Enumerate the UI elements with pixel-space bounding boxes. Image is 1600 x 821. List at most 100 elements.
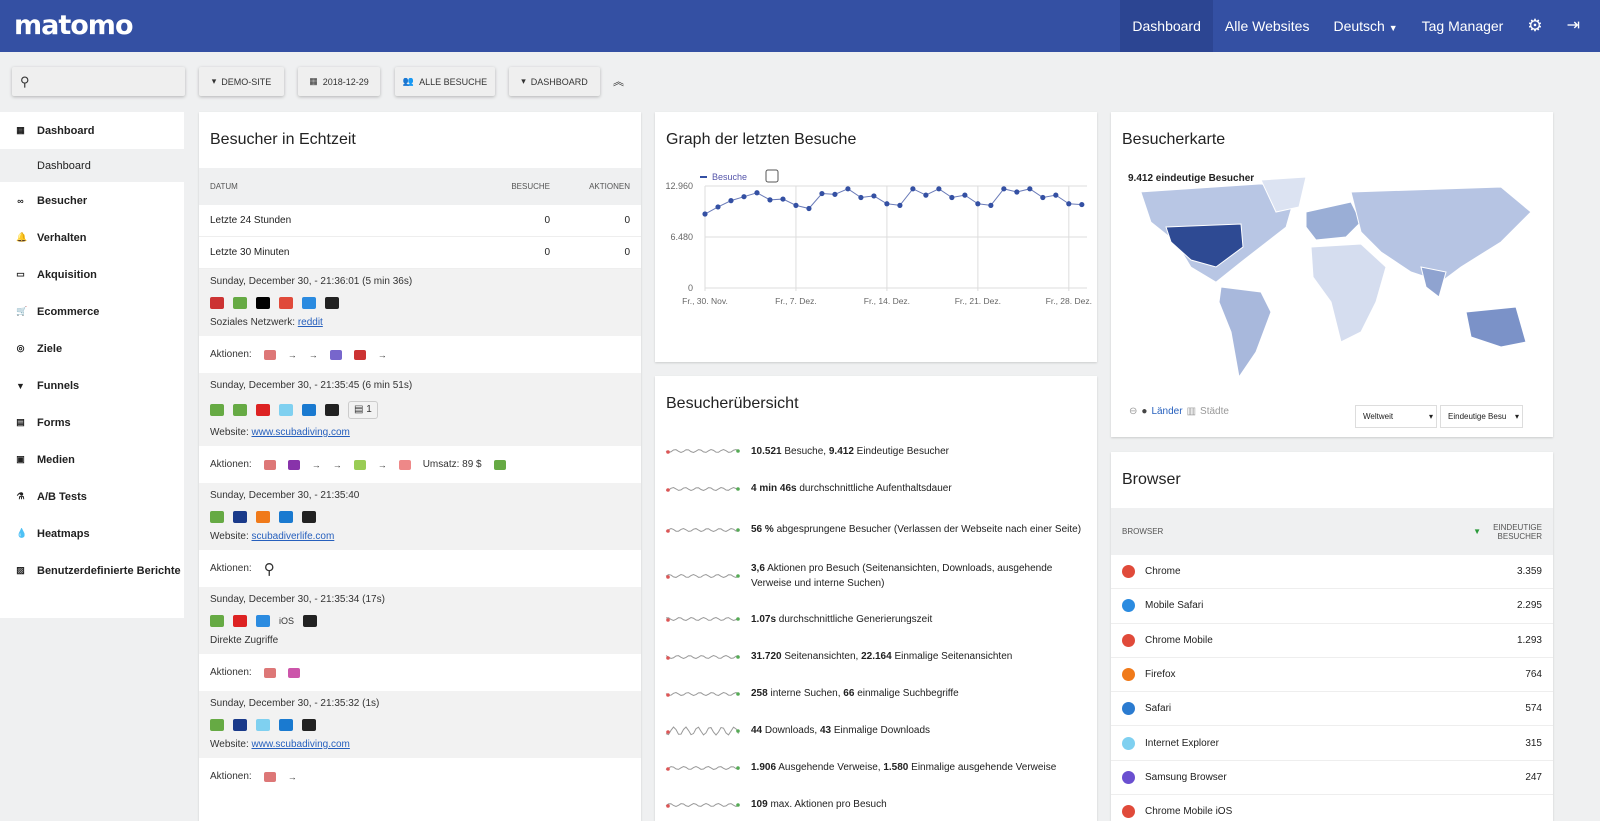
data-point[interactable] (728, 198, 734, 204)
action-icon[interactable] (353, 459, 366, 470)
data-point[interactable] (1027, 186, 1033, 192)
referrer-link[interactable]: reddit (297, 317, 323, 328)
logout-icon[interactable]: ⇥ (1566, 17, 1580, 34)
search-input[interactable]: ⚲ (12, 67, 185, 96)
action-icon[interactable] (398, 459, 411, 470)
browser-row[interactable]: Chrome Mobile iOS (1111, 795, 1553, 821)
sparkline[interactable] (665, 568, 741, 584)
visit-item[interactable]: Sunday, December 30, - 21:36:01 (5 min 3… (199, 269, 641, 336)
cities-toggle[interactable]: Städte (1200, 406, 1229, 417)
data-point[interactable] (871, 193, 877, 199)
sparkline[interactable] (665, 797, 741, 813)
sidebar-item-heatmaps[interactable]: 💧 Heatmaps (0, 515, 184, 552)
date-selector[interactable]: ▦ 2018-12-29 (298, 67, 380, 96)
sidebar-item-dashboard[interactable]: ▦ Dashboard (0, 112, 184, 149)
gear-icon[interactable]: ⚙ (1527, 16, 1543, 35)
data-point[interactable] (819, 190, 825, 197)
data-point[interactable] (767, 197, 773, 203)
data-point[interactable] (1040, 194, 1046, 201)
browser-row[interactable]: Firefox 764 (1111, 658, 1553, 693)
data-point[interactable] (832, 191, 838, 197)
nav-all-websites[interactable]: Alle Websites (1224, 18, 1310, 34)
data-point[interactable] (923, 192, 929, 198)
sparkline[interactable] (665, 443, 741, 459)
metric-select[interactable]: Eindeutige Besu ▾ (1440, 405, 1523, 428)
sparkline[interactable] (665, 481, 741, 497)
action-icon[interactable] (263, 349, 276, 360)
sidebar-item-dashboard[interactable]: Dashboard (0, 149, 184, 182)
chart-type-icon[interactable] (765, 169, 779, 183)
nav-language[interactable]: Deutsch ▼ (1321, 0, 1409, 52)
sidebar-item-verhalten[interactable]: 🔔 Verhalten (0, 219, 184, 256)
sidebar-item-benutzerdefinierte-berichte[interactable]: ▨ Benutzerdefinierte Berichte (0, 552, 184, 589)
col-unique-visitors[interactable]: EINDEUTIGE BESUCHER (1493, 522, 1542, 541)
sidebar-item-ecommerce[interactable]: 🛒 Ecommerce (0, 293, 184, 330)
data-point[interactable] (780, 196, 786, 202)
data-point[interactable] (1014, 189, 1020, 195)
sidebar-item-funnels[interactable]: ▼ Funnels (0, 367, 184, 404)
browser-row[interactable]: Chrome 3.359 (1111, 555, 1553, 590)
visit-item[interactable]: Sunday, December 30, - 21:35:34 (17s) iOS… (199, 587, 641, 654)
visit-item[interactable]: Sunday, December 30, - 21:35:32 (1s) Webs… (199, 691, 641, 758)
sidebar-item-medien[interactable]: ▣ Medien (0, 441, 184, 478)
sidebar-item-besucher[interactable]: ∞ Besucher (0, 182, 184, 219)
data-point[interactable] (975, 201, 981, 207)
action-icon[interactable] (287, 459, 300, 470)
sidebar-item-forms[interactable]: ▤ Forms (0, 404, 184, 441)
action-icon[interactable] (493, 459, 506, 470)
data-point[interactable] (910, 186, 916, 192)
legend-label[interactable]: Besuche (712, 172, 747, 182)
data-point[interactable] (858, 194, 864, 201)
browser-row[interactable]: Mobile Safari 2.295 (1111, 589, 1553, 624)
sparkline[interactable] (665, 686, 741, 702)
data-point[interactable] (741, 194, 747, 200)
col-browser[interactable]: BROWSER (1122, 527, 1164, 536)
data-point[interactable] (1066, 201, 1072, 207)
sparkline[interactable] (665, 649, 741, 665)
countries-toggle[interactable]: Länder (1151, 406, 1183, 417)
dashboard-selector[interactable]: ▾ DASHBOARD (509, 67, 600, 96)
data-point[interactable] (806, 205, 812, 212)
matomo-logo[interactable]: matomo (14, 10, 133, 41)
data-point[interactable] (754, 190, 760, 196)
sparkline[interactable] (665, 522, 741, 538)
data-point[interactable] (793, 202, 799, 208)
data-point[interactable] (884, 201, 890, 207)
sparkline[interactable] (665, 723, 741, 739)
sparkline[interactable] (665, 760, 741, 776)
referrer-link[interactable]: www.scubadiving.com (251, 427, 350, 438)
data-point[interactable] (949, 194, 955, 201)
data-point[interactable] (988, 202, 994, 208)
browser-row[interactable]: Samsung Browser 247 (1111, 761, 1553, 796)
referrer-link[interactable]: scubadiverlife.com (251, 531, 335, 542)
data-point[interactable] (1001, 186, 1007, 192)
visit-item[interactable]: Sunday, December 30, - 21:35:40 Website: … (199, 483, 641, 550)
action-icon[interactable] (263, 459, 276, 470)
data-point[interactable] (715, 204, 721, 210)
data-point[interactable] (702, 211, 708, 217)
referrer-link[interactable]: www.scubadiving.com (251, 739, 350, 750)
visit-item[interactable]: Sunday, December 30, - 21:35:45 (6 min 5… (199, 373, 641, 446)
sidebar-item-ziele[interactable]: ◎ Ziele (0, 330, 184, 367)
data-point[interactable] (845, 186, 851, 192)
data-point[interactable] (897, 202, 903, 208)
action-icon[interactable] (263, 771, 276, 782)
nav-dashboard[interactable]: Dashboard (1120, 0, 1213, 52)
region-select[interactable]: Weltweit ▾ (1355, 405, 1437, 428)
data-point[interactable] (936, 186, 942, 192)
browser-row[interactable]: Chrome Mobile 1.293 (1111, 624, 1553, 658)
action-icon[interactable] (353, 349, 366, 360)
sparkline[interactable] (665, 611, 741, 627)
action-icon[interactable] (287, 667, 300, 678)
data-point[interactable] (1079, 201, 1085, 208)
browser-row[interactable]: Internet Explorer 315 (1111, 726, 1553, 761)
data-point[interactable] (1053, 192, 1059, 198)
world-map[interactable] (1121, 172, 1541, 392)
action-icon[interactable] (329, 349, 342, 360)
segment-selector[interactable]: 👥 ALLE BESUCHE (395, 67, 495, 96)
browser-row[interactable]: Safari 574 (1111, 692, 1553, 727)
zoom-out-icon[interactable]: ⊖ (1129, 406, 1138, 417)
sidebar-item-akquisition[interactable]: ▭ Akquisition (0, 256, 184, 293)
data-point[interactable] (962, 192, 968, 198)
site-selector[interactable]: ▾ DEMO-SITE (199, 67, 284, 96)
